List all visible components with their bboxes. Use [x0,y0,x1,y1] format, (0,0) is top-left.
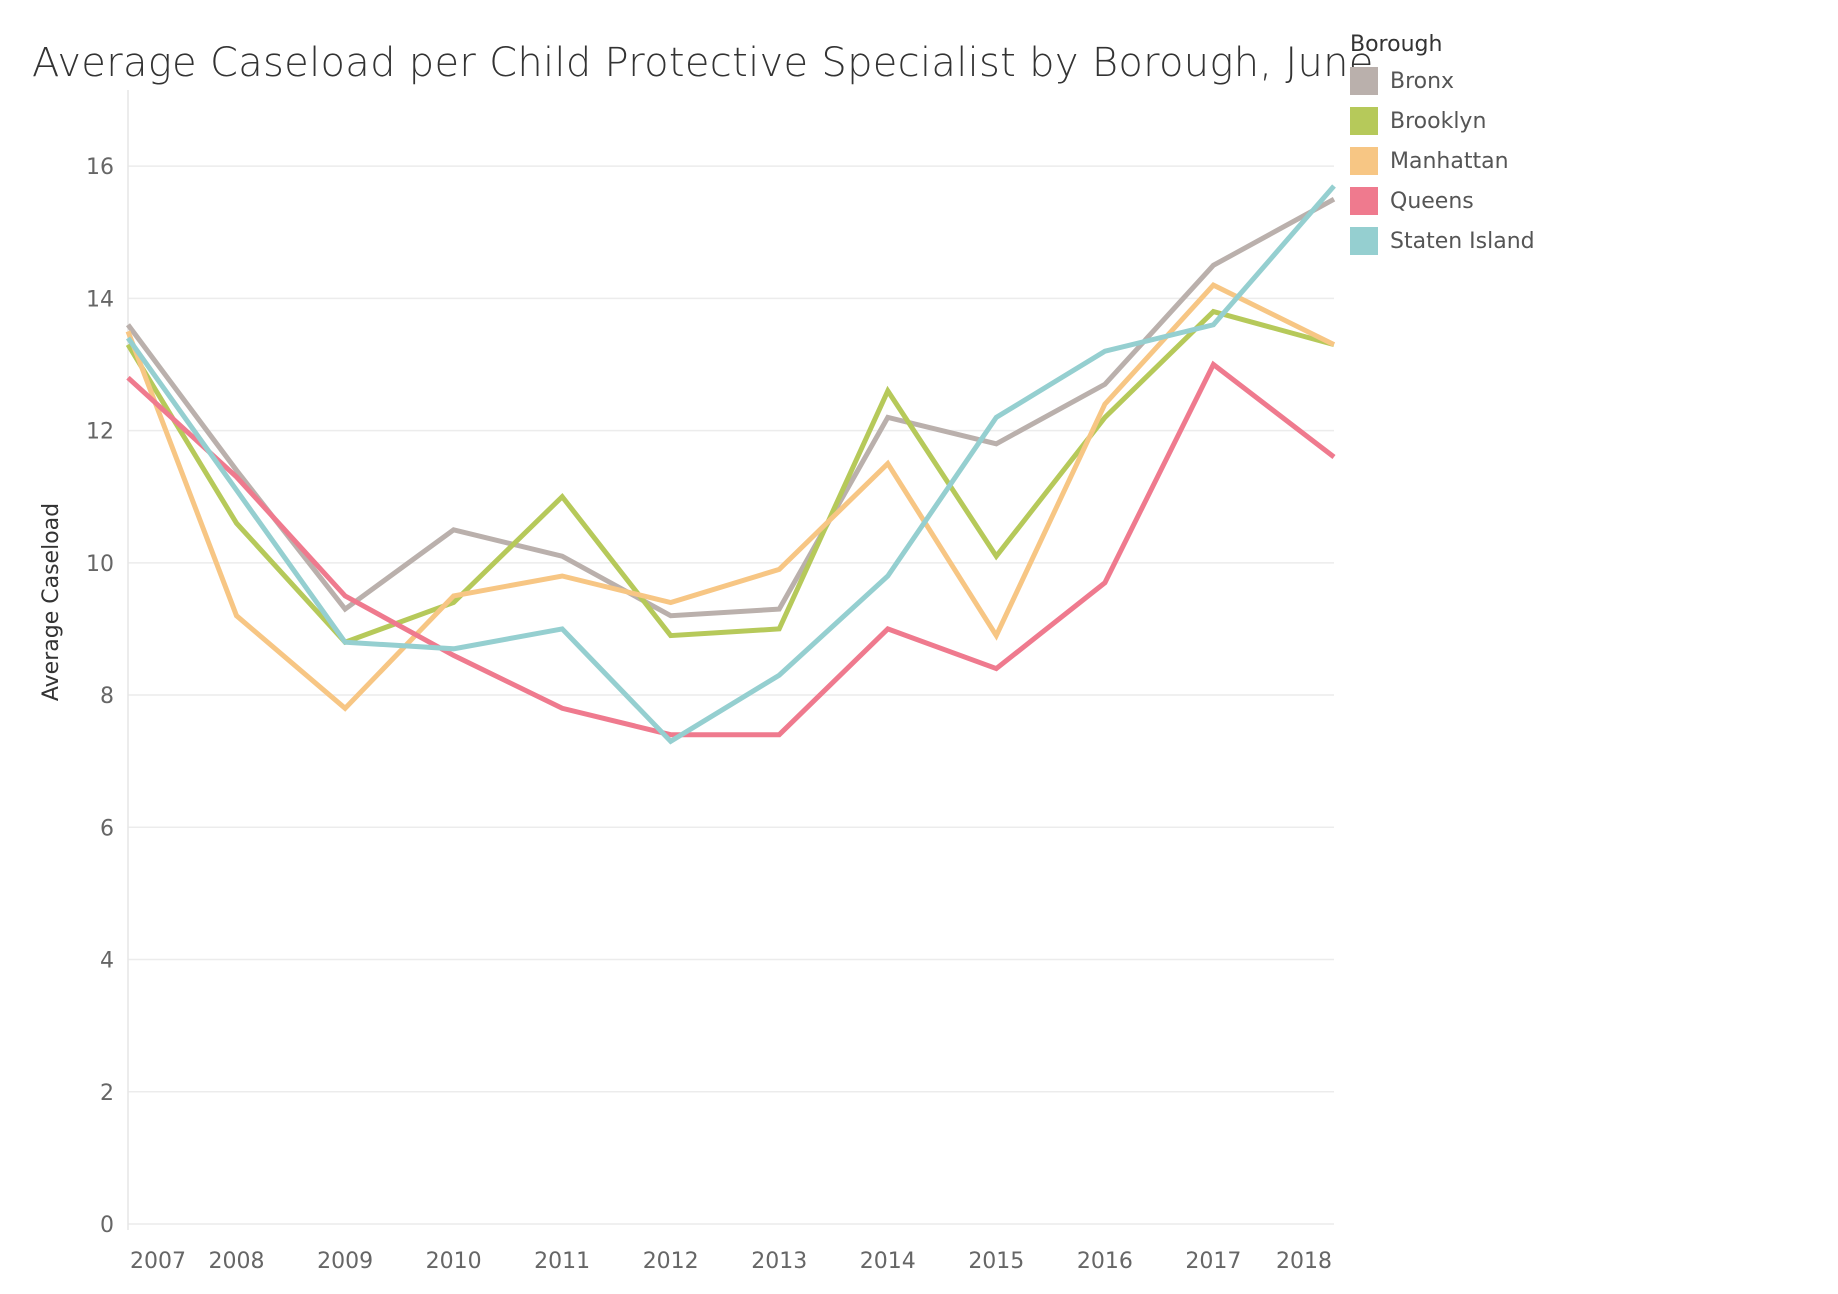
x-tick-label: 2012 [643,1249,699,1274]
legend-label: Manhattan [1390,148,1509,174]
y-tick-label: 8 [100,684,114,709]
legend-label: Bronx [1390,68,1455,94]
legend-label: Staten Island [1390,228,1535,254]
series-line-bronx[interactable] [125,197,1336,619]
y-tick-label: 16 [86,155,114,180]
series-lines [125,184,1336,745]
x-tick-label: 2008 [209,1249,265,1274]
legend-item-brooklyn[interactable]: Brooklyn [1350,101,1535,141]
legend-swatch [1350,67,1378,95]
y-tick-label: 6 [100,816,114,841]
x-tick-label: 2011 [534,1249,590,1274]
x-tick-label: 2010 [426,1249,482,1274]
legend: Borough Bronx Brooklyn Manhattan Queens … [1350,32,1535,261]
y-tick-label: 2 [100,1081,114,1106]
series-line-queens[interactable] [126,360,1336,738]
y-axis-label: Average Caseload [39,503,64,701]
x-tick-label: 2014 [860,1249,916,1274]
legend-swatch [1350,107,1378,135]
x-tick-label: 2007 [130,1249,186,1274]
series-line-brooklyn[interactable] [125,308,1335,646]
legend-title: Borough [1350,32,1443,57]
chart-title: Average Caseload per Child Protective Sp… [32,40,1374,86]
y-axis-ticks: 0 2 4 6 8 10 12 14 16 [86,155,114,1238]
legend-item-bronx[interactable]: Bronx [1350,61,1535,101]
legend-swatch [1350,187,1378,215]
y-tick-label: 4 [100,949,114,974]
x-tick-label: 2018 [1276,1249,1332,1274]
series-line-staten-island[interactable] [125,184,1336,745]
y-tick-label: 12 [86,420,114,445]
x-tick-label: 2009 [317,1249,373,1274]
x-tick-label: 2017 [1185,1249,1241,1274]
x-tick-label: 2013 [751,1249,807,1274]
y-tick-label: 14 [86,287,114,312]
x-tick-label: 2016 [1077,1249,1133,1274]
series-line-manhattan[interactable] [125,282,1336,712]
legend-label: Brooklyn [1390,108,1487,134]
legend-item-staten-island[interactable]: Staten Island [1350,221,1535,261]
y-tick-label: 0 [100,1213,114,1238]
x-axis-ticks: 2007 2008 2009 2010 2011 2012 2013 2014 2015 2016… [130,1249,1332,1274]
x-tick-label: 2015 [968,1249,1024,1274]
y-tick-label: 10 [86,552,114,577]
gridlines [128,165,1334,1225]
legend-item-manhattan[interactable]: Manhattan [1350,141,1535,181]
legend-swatch [1350,147,1378,175]
legend-item-queens[interactable]: Queens [1350,181,1535,221]
legend-swatch [1350,227,1378,255]
legend-label: Queens [1390,188,1474,214]
